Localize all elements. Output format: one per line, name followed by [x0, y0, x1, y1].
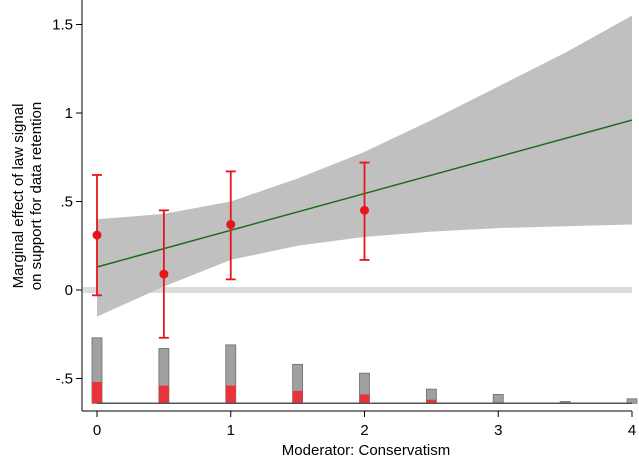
histogram-bar-subset	[292, 390, 303, 404]
histogram-bar-subset	[225, 385, 236, 404]
plot-area	[83, 15, 638, 405]
x-axis-title: Moderator: Conservatism	[282, 442, 450, 459]
x-axis-ticks: 0 1 2 3 4	[93, 411, 636, 439]
histogram-bar-total	[492, 394, 504, 404]
histogram-bar-subset	[359, 394, 370, 404]
x-tick-label: 3	[494, 422, 502, 439]
y-axis-ticks: 0 .5 1 1.5 -.5	[52, 17, 82, 388]
y-tick-label: 1	[65, 105, 73, 122]
point-estimate	[159, 269, 169, 279]
x-tick-label: 4	[628, 422, 636, 439]
histogram-bar-subset	[92, 382, 102, 404]
histogram-bar-subset	[158, 385, 169, 404]
y-tick-label: -.5	[55, 371, 73, 388]
y-axis-title-line-2: on support for data retention	[28, 102, 45, 290]
x-tick-label: 2	[360, 422, 368, 439]
point-estimate	[226, 220, 236, 230]
y-tick-label: 0	[65, 282, 73, 299]
histogram-bar-subset	[426, 399, 437, 404]
y-axis-title-line-1: Marginal effect of law signal	[10, 104, 27, 289]
x-tick-label: 1	[227, 422, 235, 439]
y-tick-label: 1.5	[52, 17, 73, 34]
point-estimate	[92, 230, 102, 240]
y-tick-label: .5	[60, 194, 73, 211]
x-tick-label: 0	[93, 422, 101, 439]
point-estimate	[360, 205, 369, 215]
